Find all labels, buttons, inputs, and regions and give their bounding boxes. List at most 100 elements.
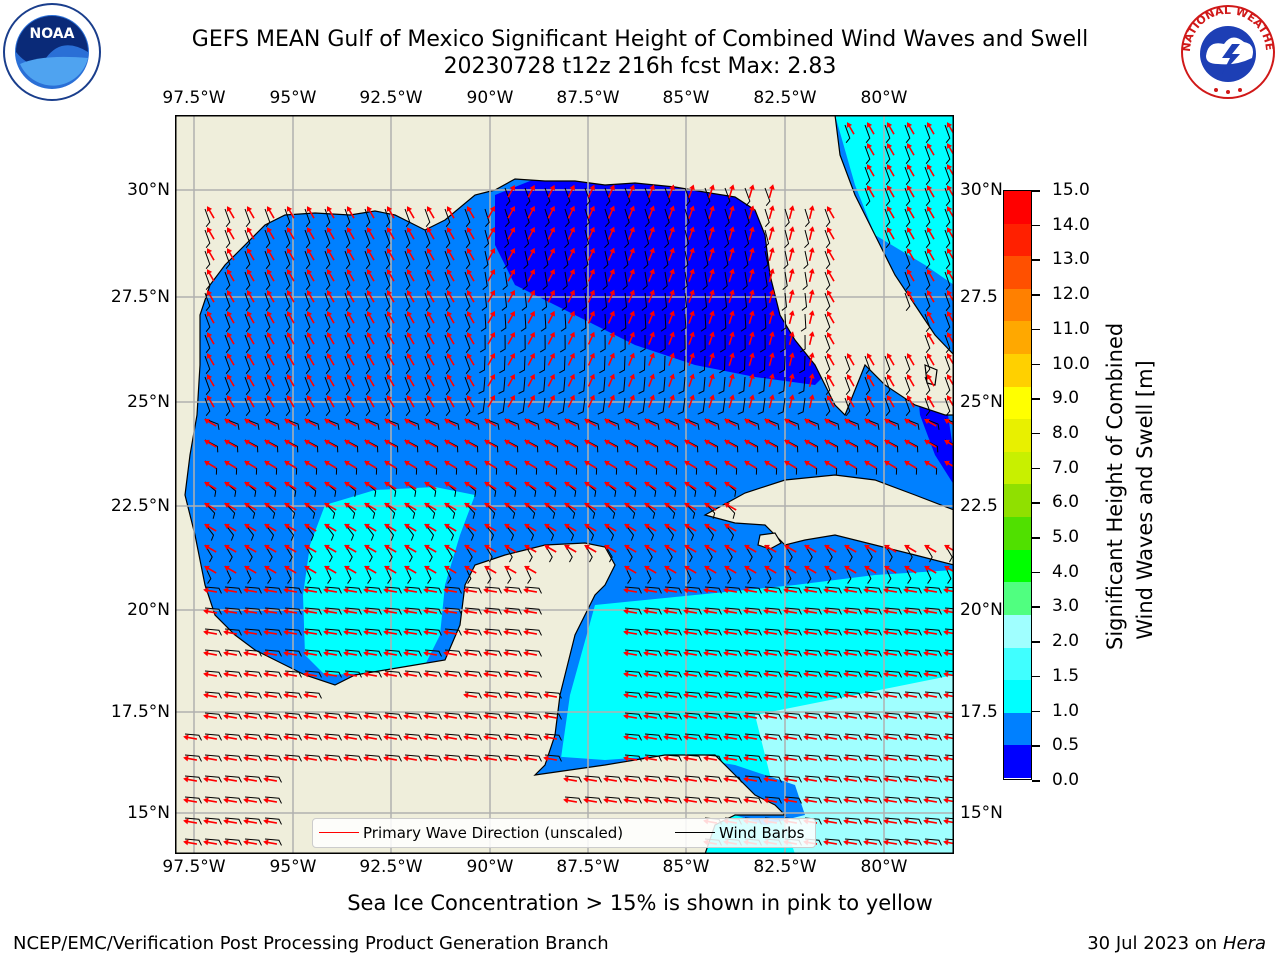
wave-direction-arrow <box>323 608 338 615</box>
wind-barb <box>944 145 951 164</box>
wind-barb <box>424 397 431 416</box>
land-isle-of-youth <box>757 532 782 550</box>
wave-direction-arrow <box>648 310 655 324</box>
wind-barb <box>679 334 686 353</box>
wave-direction-arrow <box>324 523 337 532</box>
wind-barb <box>244 250 251 269</box>
wind-barb <box>384 649 402 657</box>
wind-barb <box>644 187 651 206</box>
wave-direction-arrow <box>386 248 395 261</box>
wind-barb <box>561 292 568 311</box>
wind-barb <box>519 355 526 374</box>
wave-direction-arrow <box>648 373 655 387</box>
wave-direction-arrow <box>363 587 378 594</box>
wave-direction-arrow <box>386 227 395 240</box>
wind-barb <box>824 418 840 430</box>
map-panel[interactable] <box>175 115 954 854</box>
wave-direction-arrow <box>507 247 516 261</box>
wind-barb <box>824 208 831 227</box>
wind-barb <box>944 334 951 353</box>
wave-direction-arrow <box>446 227 455 240</box>
wind-barb <box>224 670 242 678</box>
wind-barb <box>324 523 335 541</box>
wave-direction-arrow <box>728 268 735 282</box>
wind-barb <box>904 586 922 594</box>
wind-barb <box>604 418 620 430</box>
wave-direction-arrow <box>487 206 496 219</box>
wind-barb <box>344 250 351 269</box>
wave-direction-arrow <box>284 544 297 553</box>
wave-direction-arrow <box>487 311 496 324</box>
wave-direction-arrow <box>343 755 358 762</box>
wind-barb <box>464 649 482 657</box>
wave-direction-arrow <box>743 797 758 804</box>
wave-direction-arrow <box>803 587 818 594</box>
wind-barb <box>324 208 331 227</box>
wave-direction-arrow <box>426 332 435 345</box>
wave-direction-arrow <box>544 439 557 448</box>
wave-direction-arrow <box>386 290 395 303</box>
wind-barb <box>264 250 271 269</box>
wave-direction-arrow <box>604 439 617 448</box>
wind-barb <box>904 187 911 206</box>
wind-barb <box>560 313 567 332</box>
wind-barb <box>884 754 902 762</box>
wave-direction-arrow <box>384 481 397 490</box>
wind-barb <box>944 229 951 248</box>
wind-barb <box>664 208 670 228</box>
wind-barb <box>523 250 529 270</box>
wave-direction-arrow <box>246 374 255 387</box>
wave-direction-arrow <box>426 353 435 366</box>
wave-direction-arrow <box>708 394 715 408</box>
wave-direction-arrow <box>284 439 297 448</box>
colorbar-segment <box>1004 517 1031 550</box>
wave-direction-arrow <box>743 608 758 615</box>
wind-barb <box>344 229 351 248</box>
wind-barb <box>304 355 311 374</box>
wind-barb <box>424 271 431 290</box>
wave-direction-arrow <box>304 502 317 511</box>
footer-branch: NCEP/EMC/Verification Post Processing Pr… <box>13 933 609 954</box>
wave-direction-arrow <box>863 713 878 720</box>
wave-direction-arrow <box>724 502 737 511</box>
wind-barb <box>584 796 602 804</box>
wave-direction-arrow <box>484 418 497 427</box>
wave-direction-arrow <box>904 439 917 448</box>
wind-barb <box>464 229 471 248</box>
wave-direction-arrow <box>283 755 298 762</box>
colorbar-tick-label: 1.0 <box>1052 700 1080 721</box>
wave-direction-arrow <box>423 608 438 615</box>
wind-barb <box>444 607 462 615</box>
wind-barb <box>484 670 502 678</box>
wind-barb <box>764 187 771 206</box>
wave-direction-arrow <box>943 650 954 657</box>
wind-barb <box>804 586 822 594</box>
wind-barb <box>204 523 215 541</box>
wave-direction-arrow <box>664 418 677 427</box>
x-tick-label-bottom: 87.5°W <box>556 857 620 877</box>
wave-direction-arrow <box>864 460 877 469</box>
wave-direction-arrow <box>527 289 536 303</box>
wave-direction-arrow <box>544 544 557 553</box>
wave-direction-arrow <box>203 650 218 657</box>
wave-direction-arrow <box>748 373 755 387</box>
wave-direction-arrow <box>384 460 397 469</box>
wind-barb <box>482 271 488 290</box>
wave-direction-arrow <box>864 418 877 427</box>
wind-barb <box>384 376 391 395</box>
wind-barb <box>764 733 782 741</box>
wave-direction-arrow <box>587 184 595 198</box>
wave-direction-arrow <box>344 565 357 574</box>
wave-direction-arrow <box>784 418 797 427</box>
wave-direction-arrow <box>303 629 318 636</box>
wave-direction-arrow <box>648 205 655 219</box>
wave-direction-arrow <box>366 269 375 282</box>
wind-barb <box>444 628 462 636</box>
wave-direction-arrow <box>703 629 718 636</box>
wind-barb <box>763 250 769 270</box>
wind-barb <box>204 712 222 720</box>
wind-barb <box>604 208 610 228</box>
wave-direction-arrow <box>264 502 277 511</box>
x-tick-label-bottom: 97.5°W <box>162 857 226 877</box>
wind-barb <box>704 607 722 615</box>
